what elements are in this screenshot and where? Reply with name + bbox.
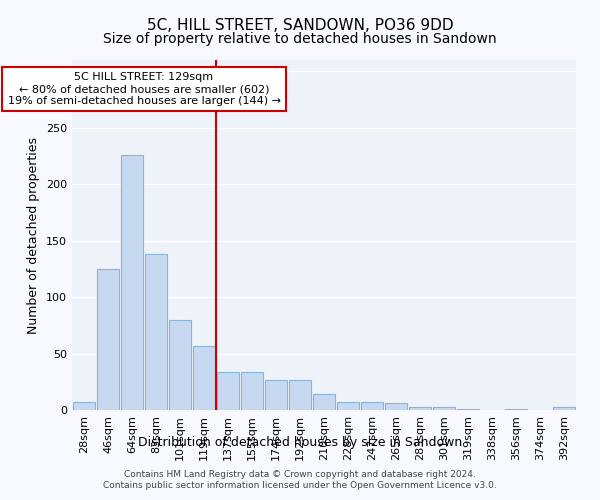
Bar xyxy=(433,406,455,410)
Y-axis label: Number of detached properties: Number of detached properties xyxy=(28,136,40,334)
Bar xyxy=(457,409,479,410)
Bar xyxy=(97,269,119,410)
Bar xyxy=(289,380,311,410)
Bar xyxy=(121,155,143,410)
Bar xyxy=(73,402,95,410)
Text: 5C HILL STREET: 129sqm
← 80% of detached houses are smaller (602)
19% of semi-de: 5C HILL STREET: 129sqm ← 80% of detached… xyxy=(7,72,281,106)
Bar xyxy=(409,406,431,410)
Bar xyxy=(313,394,335,410)
Bar xyxy=(169,320,191,410)
Bar xyxy=(337,402,359,410)
Bar xyxy=(241,372,263,410)
Text: 5C, HILL STREET, SANDOWN, PO36 9DD: 5C, HILL STREET, SANDOWN, PO36 9DD xyxy=(146,18,454,32)
Bar xyxy=(553,406,575,410)
Bar xyxy=(385,403,407,410)
Text: Distribution of detached houses by size in Sandown: Distribution of detached houses by size … xyxy=(138,436,462,449)
Text: Contains HM Land Registry data © Crown copyright and database right 2024.
Contai: Contains HM Land Registry data © Crown c… xyxy=(103,470,497,490)
Bar xyxy=(265,380,287,410)
Bar xyxy=(217,372,239,410)
Bar xyxy=(145,254,167,410)
Bar xyxy=(361,402,383,410)
Bar xyxy=(505,409,527,410)
Text: Size of property relative to detached houses in Sandown: Size of property relative to detached ho… xyxy=(103,32,497,46)
Bar xyxy=(193,346,215,410)
